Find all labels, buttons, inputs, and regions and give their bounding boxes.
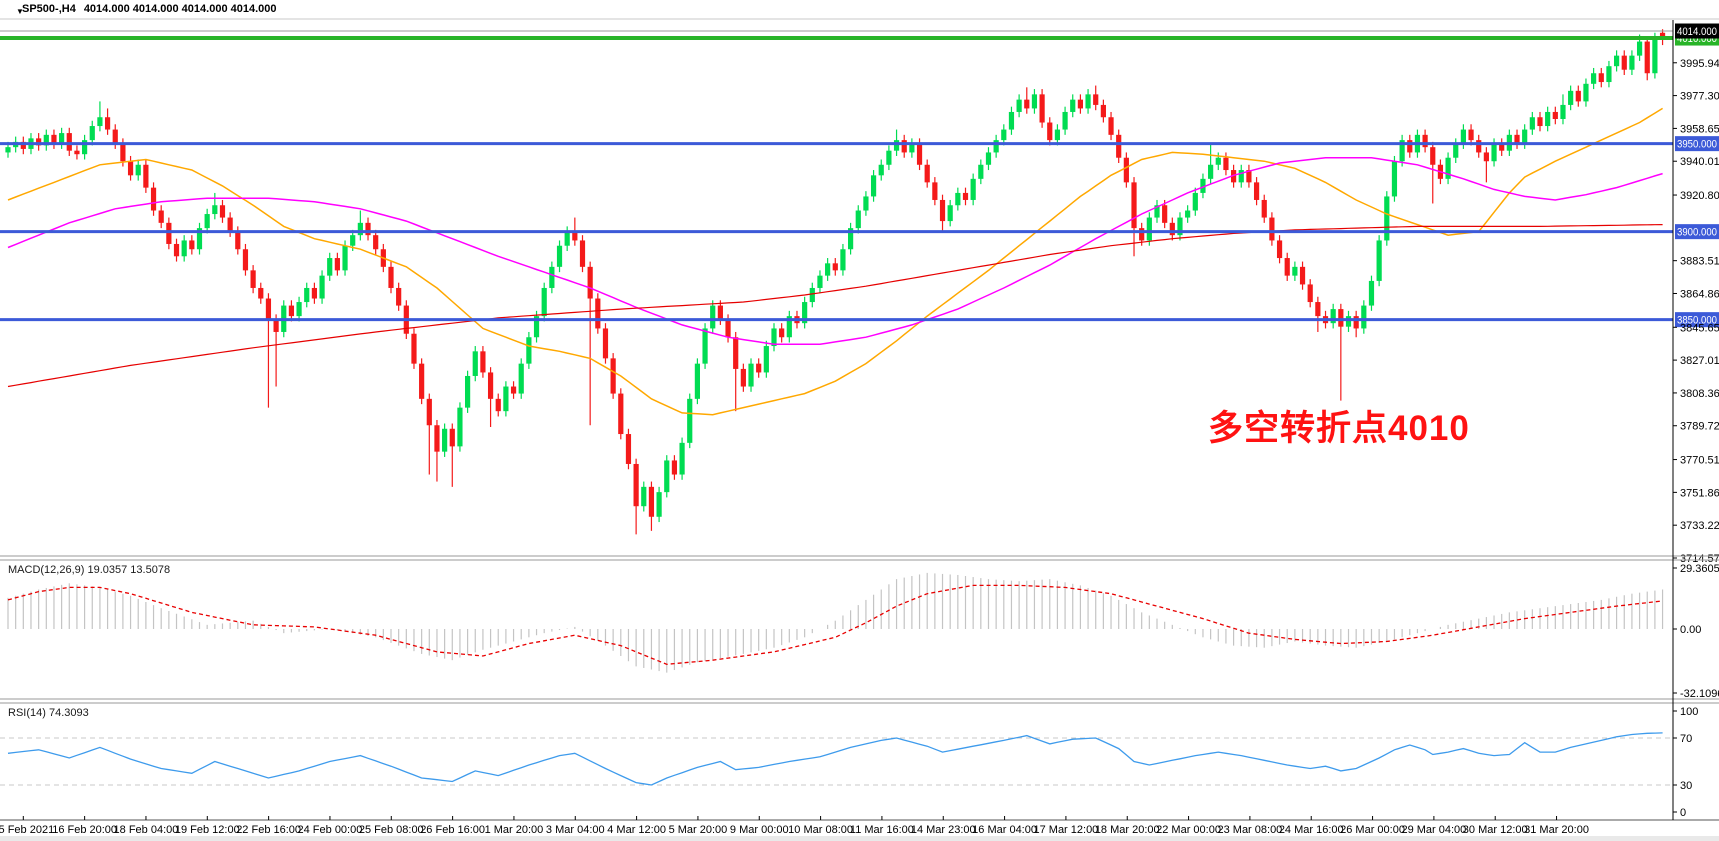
svg-text:70: 70 <box>1680 733 1692 745</box>
svg-text:19 Feb 12:00: 19 Feb 12:00 <box>175 824 240 836</box>
svg-text:26 Mar 00:00: 26 Mar 00:00 <box>1340 824 1405 836</box>
svg-text:25 Feb 08:00: 25 Feb 08:00 <box>359 824 424 836</box>
macd-indicator-values: 19.0357 13.5078 <box>87 564 171 576</box>
svg-text:29.3605: 29.3605 <box>1680 563 1719 575</box>
svg-text:18 Mar 20:00: 18 Mar 20:00 <box>1095 824 1160 836</box>
svg-text:30: 30 <box>1680 780 1692 792</box>
symbol-info: ▼ SP500-,H4 4014.000 4014.000 4014.000 401… <box>8 3 277 16</box>
svg-text:1 Mar 20:00: 1 Mar 20:00 <box>485 824 544 836</box>
svg-text:3958.655: 3958.655 <box>1680 123 1719 135</box>
ma-fast-orange <box>7 107 1663 416</box>
svg-text:5 Mar 20:00: 5 Mar 20:00 <box>669 824 728 836</box>
svg-text:0: 0 <box>1680 807 1686 819</box>
svg-text:24 Feb 00:00: 24 Feb 00:00 <box>298 824 363 836</box>
symbol-period-label: SP500-,H4 <box>22 3 76 15</box>
svg-text:3940.010: 3940.010 <box>1680 156 1719 168</box>
rsi-panel[interactable]: 100 70 30 0 <box>0 706 1698 819</box>
svg-text:3751.865: 3751.865 <box>1680 487 1719 499</box>
rsi-indicator-value: 74.3093 <box>48 707 89 719</box>
svg-text:10 Mar 08:00: 10 Mar 08:00 <box>788 824 853 836</box>
svg-text:100: 100 <box>1680 706 1698 718</box>
svg-text:16 Feb 20:00: 16 Feb 20:00 <box>52 824 117 836</box>
svg-text:26 Feb 16:00: 26 Feb 16:00 <box>420 824 485 836</box>
chart-header: ▼ SP500-,H4 4014.000 4014.000 4014.000 401… <box>0 0 1719 19</box>
svg-text:3995.945: 3995.945 <box>1680 58 1719 70</box>
svg-text:14 Mar 23:00: 14 Mar 23:00 <box>911 824 976 836</box>
candles-layer[interactable] <box>5 29 1666 535</box>
svg-text:4 Mar 12:00: 4 Mar 12:00 <box>607 824 666 836</box>
svg-text:3808.365: 3808.365 <box>1680 388 1719 400</box>
svg-text:3977.300: 3977.300 <box>1680 91 1719 103</box>
svg-text:18 Feb 04:00: 18 Feb 04:00 <box>114 824 179 836</box>
svg-text:3920.800: 3920.800 <box>1680 190 1719 202</box>
svg-text:3789.720: 3789.720 <box>1680 421 1719 433</box>
svg-text:3770.510: 3770.510 <box>1680 455 1719 467</box>
svg-text:17 Mar 12:00: 17 Mar 12:00 <box>1033 824 1098 836</box>
svg-text:3950.000: 3950.000 <box>1677 139 1717 151</box>
ma-mid-magenta <box>7 156 1663 346</box>
svg-text:23 Mar 08:00: 23 Mar 08:00 <box>1217 824 1282 836</box>
svg-text:3 Mar 04:00: 3 Mar 04:00 <box>546 824 605 836</box>
macd-panel[interactable]: 29.3605 0.00 -32.1096 <box>7 563 1719 700</box>
annotation-text[interactable]: 多空转折点4010 <box>1208 409 1470 448</box>
svg-text:30 Mar 12:00: 30 Mar 12:00 <box>1463 824 1528 836</box>
svg-text:9 Mar 00:00: 9 Mar 00:00 <box>730 824 789 836</box>
svg-text:3864.865: 3864.865 <box>1680 288 1719 300</box>
svg-text:3900.000: 3900.000 <box>1677 227 1717 239</box>
svg-text:0.00: 0.00 <box>1680 624 1701 636</box>
window-bottom-strip <box>0 836 1719 841</box>
rsi-indicator-label: RSI(14) 74.3093 <box>8 707 89 719</box>
svg-text:24 Mar 16:00: 24 Mar 16:00 <box>1279 824 1344 836</box>
svg-text:29 Mar 04:00: 29 Mar 04:00 <box>1401 824 1466 836</box>
symbol-dropdown-icon[interactable]: ▼ <box>16 7 24 16</box>
svg-text:15 Feb 2021: 15 Feb 2021 <box>0 824 54 836</box>
svg-text:3845.655: 3845.655 <box>1680 322 1719 334</box>
svg-text:11 Mar 16:00: 11 Mar 16:00 <box>850 824 914 836</box>
price-axis[interactable]: 3995.945 3977.300 3958.655 3940.010 3920.800… <box>1673 58 1719 565</box>
svg-text:3733.220: 3733.220 <box>1680 520 1719 532</box>
ohlc-values: 4014.000 4014.000 4014.000 4014.000 <box>83 3 277 15</box>
svg-text:22 Feb 16:00: 22 Feb 16:00 <box>236 824 301 836</box>
svg-text:3827.010: 3827.010 <box>1680 355 1719 367</box>
svg-text:22 Mar 00:00: 22 Mar 00:00 <box>1156 824 1221 836</box>
svg-text:3883.510: 3883.510 <box>1680 256 1719 268</box>
svg-text:-32.1096: -32.1096 <box>1680 688 1719 700</box>
current-price-line: 4014.000 <box>0 23 1719 39</box>
svg-text:31 Mar 20:00: 31 Mar 20:00 <box>1524 824 1589 836</box>
ma-slow-red <box>7 224 1663 388</box>
svg-text:3850.000: 3850.000 <box>1677 315 1717 327</box>
svg-text:4014.000: 4014.000 <box>1677 26 1717 38</box>
svg-text:16 Mar 04:00: 16 Mar 04:00 <box>972 824 1037 836</box>
macd-indicator-label: MACD(12,26,9) 19.0357 13.5078 <box>8 564 171 576</box>
panel-separators[interactable] <box>0 18 1719 821</box>
